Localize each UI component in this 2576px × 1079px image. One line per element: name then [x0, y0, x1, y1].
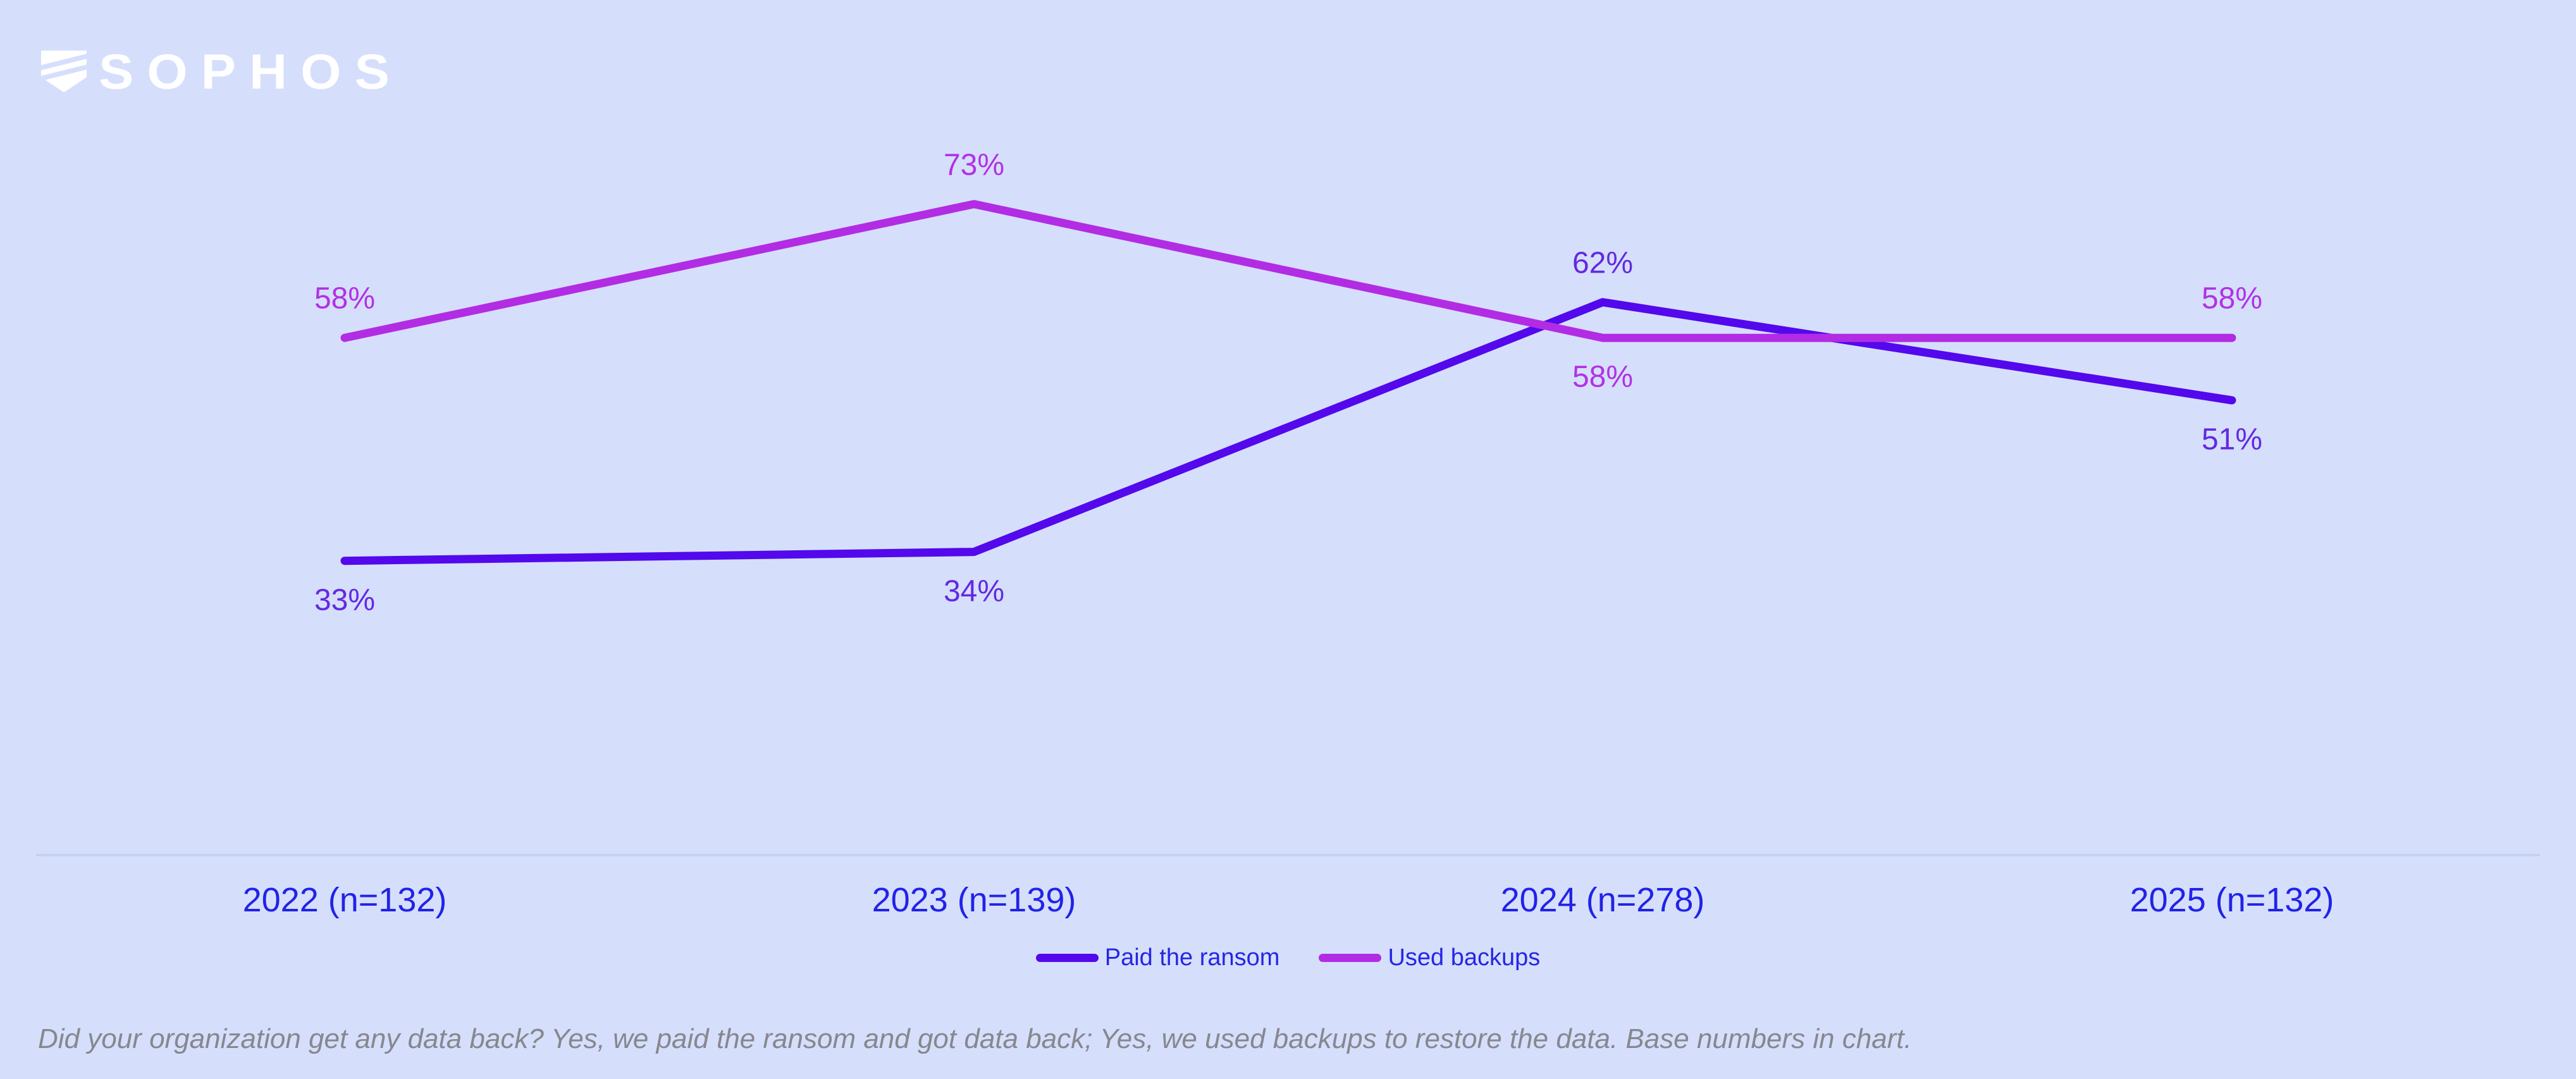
legend-swatch-used-backups: [1319, 953, 1382, 962]
legend-item-paid-the-ransom: Paid the ransom: [1035, 944, 1280, 971]
data-label: 73%: [943, 148, 1005, 182]
series-line-paid-the-ransom: [340, 298, 2236, 565]
chart-legend: Paid the ransom Used backups: [0, 941, 2576, 974]
data-label: 58%: [2201, 281, 2263, 316]
data-label: 51%: [2201, 422, 2263, 457]
data-label: 58%: [1572, 360, 1634, 394]
series-line-used-backups: [340, 200, 2236, 342]
sophos-shield-icon: [39, 51, 89, 92]
x-axis-label: 2023 (n=139): [872, 881, 1076, 919]
data-label: 33%: [314, 583, 376, 617]
logo-wordmark: SOPHOS: [99, 44, 403, 99]
x-axis-label: 2024 (n=278): [1500, 881, 1705, 919]
legend-item-used-backups: Used backups: [1319, 944, 1540, 971]
data-label: 62%: [1572, 246, 1634, 280]
legend-label: Paid the ransom: [1104, 944, 1280, 971]
data-label: 58%: [314, 281, 376, 316]
legend-label: Used backups: [1388, 944, 1541, 971]
survey-question-note: Did your organization get any data back?…: [38, 1023, 1912, 1054]
x-axis: 2022 (n=132) 2023 (n=139) 2024 (n=278) 2025…: [0, 880, 2576, 925]
axis-divider: [36, 854, 2540, 856]
legend-swatch-paid-the-ransom: [1035, 953, 1099, 962]
x-axis-label: 2025 (n=132): [2129, 881, 2334, 919]
data-label: 34%: [943, 574, 1005, 608]
sophos-logo: SOPHOS: [39, 47, 390, 96]
x-axis-label: 2022 (n=132): [242, 881, 447, 919]
